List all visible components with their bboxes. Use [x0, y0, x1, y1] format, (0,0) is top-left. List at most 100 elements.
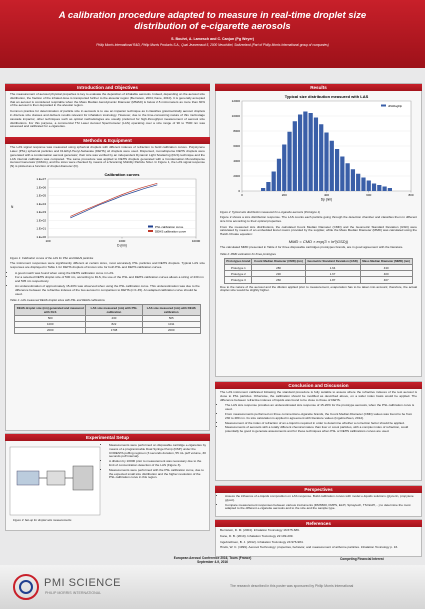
bullet: A good match was found when using the DE…	[15, 271, 205, 276]
references-section: References Bernstein, D. M. (2004). Inha…	[215, 519, 422, 557]
y-tick-label: 0	[238, 189, 240, 193]
y-tick-label: 2000	[233, 174, 240, 178]
row: 2000 1708 2000	[14, 326, 201, 335]
reference-list: Bernstein, D. M. (2004). Inhalation Toxi…	[216, 528, 421, 550]
bar	[297, 114, 303, 191]
bar	[266, 182, 271, 191]
table: DEHS droplet size (nm) generated and mea…	[14, 304, 201, 335]
bar	[345, 163, 350, 191]
bar	[366, 180, 371, 191]
cell: 2000	[141, 326, 201, 335]
paragraph: Figure 2 shows a size distribution respo…	[220, 215, 417, 223]
x-tick-label: 0	[241, 193, 243, 197]
paragraph: Due to the nature of the aerosol and the…	[220, 284, 417, 293]
figure-caption: Figure 1: Calibration curves of the LAS …	[10, 255, 94, 260]
cell: Prototype 3	[224, 276, 253, 284]
bar	[356, 173, 361, 191]
cell: 467	[359, 276, 413, 284]
conference: European Aerosol Conference 2016, Tours …	[0, 556, 425, 564]
logo-subtext: PHILIP MORRIS INTERNATIONAL	[45, 591, 102, 595]
bullet: Compare measurement responses between va…	[225, 503, 417, 512]
reference: Bernstein, D. M. (2004). Inhalation Toxi…	[220, 528, 300, 532]
setup-diagram	[9, 446, 101, 516]
bar	[361, 177, 366, 191]
bar	[292, 121, 297, 191]
bullet: Measurements of aerosols with a totally …	[225, 426, 417, 434]
table: Prototypes brand Count Median Diameter (C…	[224, 257, 413, 284]
reference: Hinds, W. C. (1999). Aerosol Technology:…	[220, 545, 399, 550]
size-distribution-chart: Typical size distribution measured with …	[232, 94, 414, 202]
series-line	[70, 184, 158, 219]
x-tick-label: 600	[366, 193, 371, 197]
legend-label: DEHS calibration curve	[155, 229, 186, 233]
results-section: Results Typical size distribution measur…	[215, 83, 422, 377]
paragraph: The LAS signal response was measured usi…	[10, 145, 205, 169]
calibration-chart: Calibration curves 1.E+00 1.E+01 1.E+02 1.E+…	[11, 172, 201, 248]
header: A calibration procedure adapted to measu…	[0, 0, 425, 68]
y-tick-label: 10000	[232, 114, 241, 118]
plot-area	[47, 178, 197, 238]
y-tick-label: 6000	[233, 144, 240, 148]
bar	[382, 186, 387, 191]
section-heading: Conclusion and Discussion	[215, 382, 422, 389]
section-heading: Methods & Equipment	[5, 137, 210, 145]
perspectives-section: Perspectives Assess the influence of e-l…	[215, 485, 422, 517]
bar	[324, 132, 329, 191]
conference-date: September 4-9, 2016	[197, 560, 228, 564]
conclusion-section: Conclusion and Discussion The LAS instru…	[215, 381, 422, 481]
affiliation: Philip Morris International R&D, Philip …	[96, 43, 329, 47]
y-tick-label: 1.E+07	[36, 177, 46, 181]
chart-title: Calibration curves	[105, 172, 141, 177]
series-line	[70, 182, 158, 217]
section-heading: References	[215, 520, 422, 527]
bar	[350, 169, 356, 191]
x-axis-label: Dp (nm)	[321, 198, 333, 202]
y-tick-label: 1.E+01	[36, 227, 46, 231]
bullet: Assess the influence of e-liquids compos…	[225, 494, 417, 503]
disclaimer: The research described in this poster wa…	[230, 584, 354, 588]
bullet: For a selected DEHS droplet size of 500 …	[15, 276, 205, 284]
bar	[287, 131, 292, 191]
bullet: From measurements performed on three com…	[225, 412, 417, 421]
table-caption: Table 2: MMD estimation for three protot…	[220, 251, 276, 256]
conference-name: European Aerosol Conference 2016, Tours …	[173, 556, 252, 560]
cell: 260	[251, 276, 306, 284]
paragraph: The measurement of aerosol physical prop…	[10, 92, 205, 108]
bullet: An underestimation of approximately 15-2…	[15, 284, 205, 296]
bar	[334, 149, 340, 191]
y-tick-label: 1.E+05	[36, 194, 46, 198]
legend-label: PSL calibration curve	[155, 225, 184, 229]
table-caption: Table 1: LAS measured DEHS droplet sizes…	[10, 298, 105, 303]
bar	[319, 124, 324, 191]
bullet-list: The LAS size response provides an undere…	[220, 404, 417, 434]
bar	[303, 111, 308, 191]
section-heading: Perspectives	[215, 486, 422, 493]
x-tick-label: 800	[408, 193, 413, 197]
paragraph: The LAS instrument calibrated following …	[220, 390, 417, 402]
footer: PMI SCIENCE PHILIP MORRIS INTERNATIONAL …	[0, 565, 425, 609]
y-axis-label: N	[11, 205, 14, 209]
bar	[308, 113, 313, 191]
legend-swatch	[148, 229, 153, 232]
bar	[276, 158, 282, 191]
bullet: Measurement of the index of refraction o…	[225, 421, 417, 426]
bullet-list: Assess the influence of e-liquids compos…	[220, 494, 417, 512]
bullet: Measurements were performed with the PSL…	[109, 468, 207, 480]
cell: 1.87	[304, 276, 361, 284]
logo-mark	[13, 574, 39, 600]
x-tick-label: 400	[324, 193, 329, 197]
bullet: A dilution by 10000 prior to measurement…	[109, 459, 207, 468]
legend-label: dN/dlogDp	[388, 104, 403, 108]
y-tick-label: 1.E+03	[36, 210, 46, 214]
bar	[377, 185, 382, 191]
x-tick-label: 10000	[192, 239, 201, 243]
y-tick-label: 8000	[233, 129, 240, 133]
reference: Kane, D. B. (2010). Inhalation Toxicolog…	[220, 533, 294, 538]
bar	[271, 171, 276, 191]
figure-caption: Figure 2: Typical size distribution meas…	[220, 210, 321, 214]
section-heading: Introduction and Objectives	[5, 84, 210, 91]
bar	[387, 188, 392, 191]
bullet: Measurements were performed on disposabl…	[109, 443, 207, 459]
logo-text: PMI SCIENCE	[44, 577, 122, 589]
